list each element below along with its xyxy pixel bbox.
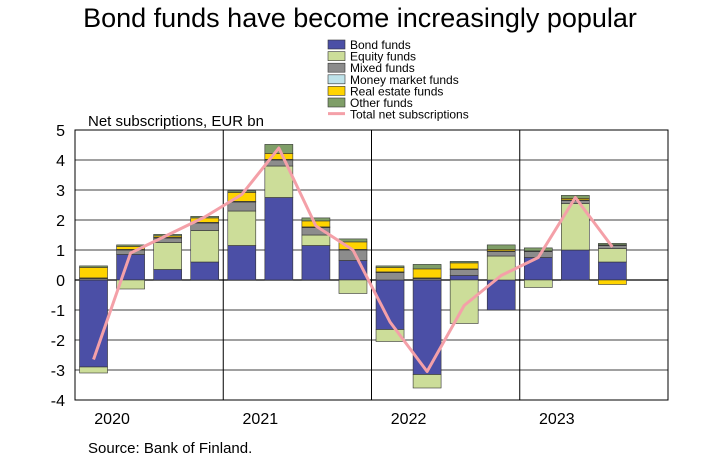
bar-equity-funds: [190, 230, 220, 263]
bar-other-funds: [412, 264, 442, 270]
bar-equity-funds: [264, 165, 294, 198]
bar-mixed-funds: [227, 201, 257, 212]
legend-label: Total net subscriptions: [350, 108, 469, 122]
y-tick-label: 1: [56, 243, 65, 260]
y-tick-label: 5: [56, 123, 65, 140]
bar-equity-funds: [153, 242, 182, 270]
y-tick-label: 3: [56, 183, 65, 200]
bar-other-funds: [301, 217, 331, 222]
bar-real-estate-funds: [598, 279, 627, 285]
bar-equity-funds: [116, 279, 145, 290]
bar-other-funds: [116, 244, 145, 247]
bar-equity-funds: [338, 279, 368, 294]
bar-equity-funds: [449, 279, 479, 324]
source-note: Source: Bank of Finland.: [88, 440, 253, 457]
bar-equity-funds: [523, 279, 553, 288]
bar-bond-funds: [116, 254, 145, 281]
bar-mixed-funds: [561, 200, 590, 204]
bar-equity-funds: [227, 210, 257, 246]
legend-label: Bond funds: [350, 38, 411, 52]
y-axis-label: Net subscriptions, EUR bn: [88, 113, 264, 130]
bar-other-funds: [449, 261, 479, 264]
bar-bond-funds: [598, 261, 627, 281]
legend-swatch-real-estate-funds: [327, 86, 346, 96]
y-tick-label: -1: [51, 303, 65, 320]
bar-mixed-funds: [190, 222, 220, 231]
y-tick-label: -2: [51, 333, 65, 350]
bar-equity-funds: [79, 366, 108, 374]
y-tick-label: 4: [56, 153, 65, 170]
x-year-label: 2022: [391, 411, 427, 428]
x-year-label: 2023: [539, 411, 575, 428]
y-tick-label: 2: [56, 213, 65, 230]
legend-label: Equity funds: [350, 50, 416, 64]
bar-real-estate-funds: [79, 267, 108, 279]
bar-bond-funds: [227, 245, 257, 281]
bar-bond-funds: [264, 197, 294, 281]
bar-mixed-funds: [375, 272, 405, 281]
bar-equity-funds: [301, 234, 331, 246]
bar-equity-funds: [412, 374, 442, 389]
bar-real-estate-funds: [412, 268, 442, 279]
legend-swatch-mixed-funds: [327, 62, 346, 73]
legend-label: Mixed funds: [350, 61, 415, 75]
total-net-subscriptions-line: [92, 146, 614, 373]
chart-title: Bond funds have become increasingly popu…: [83, 3, 637, 33]
bar-bond-funds: [301, 245, 331, 281]
legend-label: Money market funds: [350, 73, 459, 87]
bar-real-estate-funds: [375, 267, 405, 273]
legend-swatch-other-funds: [327, 97, 346, 108]
bar-bond-funds: [79, 279, 108, 368]
legend-swatch-bond-funds: [327, 39, 346, 50]
bar-mixed-funds: [486, 251, 516, 257]
legend-swatch-equity-funds: [327, 51, 346, 61]
bar-bond-funds: [190, 261, 220, 281]
bar-bond-funds: [561, 249, 590, 281]
legend-label: Real estate funds: [350, 84, 443, 98]
bar-other-funds: [523, 247, 553, 252]
bar-real-estate-funds: [449, 262, 479, 270]
y-tick-label: -3: [51, 363, 65, 380]
legend-label: Other funds: [350, 96, 413, 110]
y-tick-label: 0: [56, 273, 65, 290]
bar-bond-funds: [153, 269, 182, 281]
bar-other-funds: [79, 265, 108, 268]
bar-other-funds: [338, 238, 368, 243]
bar-mixed-funds: [449, 269, 479, 276]
bar-equity-funds: [598, 248, 627, 263]
x-year-label: 2020: [94, 411, 130, 428]
bar-bond-funds: [449, 275, 479, 281]
legend-swatch-money-market-funds: [327, 74, 346, 85]
y-tick-label: -4: [51, 393, 65, 410]
bar-other-funds: [486, 244, 516, 250]
bar-other-funds: [375, 265, 405, 268]
x-year-label: 2021: [243, 411, 279, 428]
